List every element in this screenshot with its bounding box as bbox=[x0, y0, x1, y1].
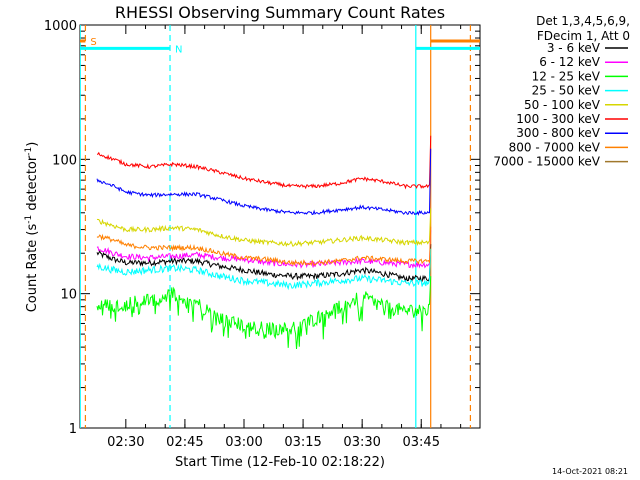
y-axis-label: Count Rate (s-1 detector-1) bbox=[24, 142, 40, 313]
legend-label: 7000 - 15000 keV bbox=[493, 155, 600, 169]
y-tick-label: 10 bbox=[60, 288, 77, 303]
y-axis-label-suffix: ) bbox=[25, 142, 40, 147]
y-tick-label: 1000 bbox=[44, 19, 77, 34]
legend-label: 50 - 100 keV bbox=[524, 98, 601, 112]
x-tick-label: 02:45 bbox=[166, 435, 203, 450]
plot-area: 02:30 02:45 03:00 03:15 03:30 03:45 1 10 100 1000… bbox=[44, 19, 481, 450]
x-axis-label: Start Time (12-Feb-10 02:18:22) bbox=[175, 455, 385, 470]
series-line-300-800-keV bbox=[96, 148, 432, 216]
legend-label: 6 - 12 keV bbox=[539, 55, 601, 69]
legend-label: 300 - 800 keV bbox=[516, 126, 600, 140]
x-tick-label: 03:30 bbox=[343, 435, 380, 450]
status-marker-label: S bbox=[90, 37, 96, 48]
status-marker-label: N bbox=[175, 44, 182, 55]
legend: Det 1,3,4,5,6,9, FDecim 1, Att 0 3 - 6 k… bbox=[493, 14, 630, 169]
y-axis-label-sup1: -1 bbox=[24, 215, 34, 224]
legend-label: 800 - 7000 keV bbox=[509, 140, 601, 154]
legend-header-line-2: FDecim 1, Att 0 bbox=[537, 29, 630, 43]
y-axis-label-mid: detector bbox=[25, 155, 40, 215]
series-line-3-6-keV bbox=[96, 244, 432, 284]
legend-label: 3 - 6 keV bbox=[547, 41, 601, 55]
legend-label: 12 - 25 keV bbox=[532, 69, 601, 83]
y-tick-label: 1 bbox=[69, 422, 77, 437]
plot-series-group bbox=[80, 25, 480, 428]
y-tick-label: 100 bbox=[52, 153, 77, 168]
plot-frame bbox=[79, 24, 481, 429]
x-tick-label: 03:15 bbox=[284, 435, 321, 450]
series-line-50-100-keV bbox=[96, 208, 432, 248]
chart-title: RHESSI Observing Summary Count Rates bbox=[115, 3, 445, 22]
legend-header-line-1: Det 1,3,4,5,6,9, bbox=[536, 14, 630, 28]
x-tick-label: 02:30 bbox=[107, 435, 144, 450]
legend-label: 25 - 50 keV bbox=[532, 84, 601, 98]
series-line-25-50-keV bbox=[96, 248, 432, 291]
series-line-6-12-keV bbox=[96, 230, 432, 269]
x-tick-label: 03:00 bbox=[225, 435, 262, 450]
y-axis-label-prefix: Count Rate (s bbox=[25, 224, 40, 313]
legend-label: 100 - 300 keV bbox=[516, 112, 600, 126]
timestamp: 14-Oct-2021 08:21 bbox=[552, 467, 628, 476]
x-tick-label: 03:45 bbox=[403, 435, 440, 450]
y-axis-label-sup2: -1 bbox=[24, 147, 34, 156]
series-line-12-25-keV bbox=[96, 276, 432, 350]
series-line-800-7000-keV bbox=[96, 226, 432, 267]
series-line-100-300-keV bbox=[97, 135, 432, 190]
